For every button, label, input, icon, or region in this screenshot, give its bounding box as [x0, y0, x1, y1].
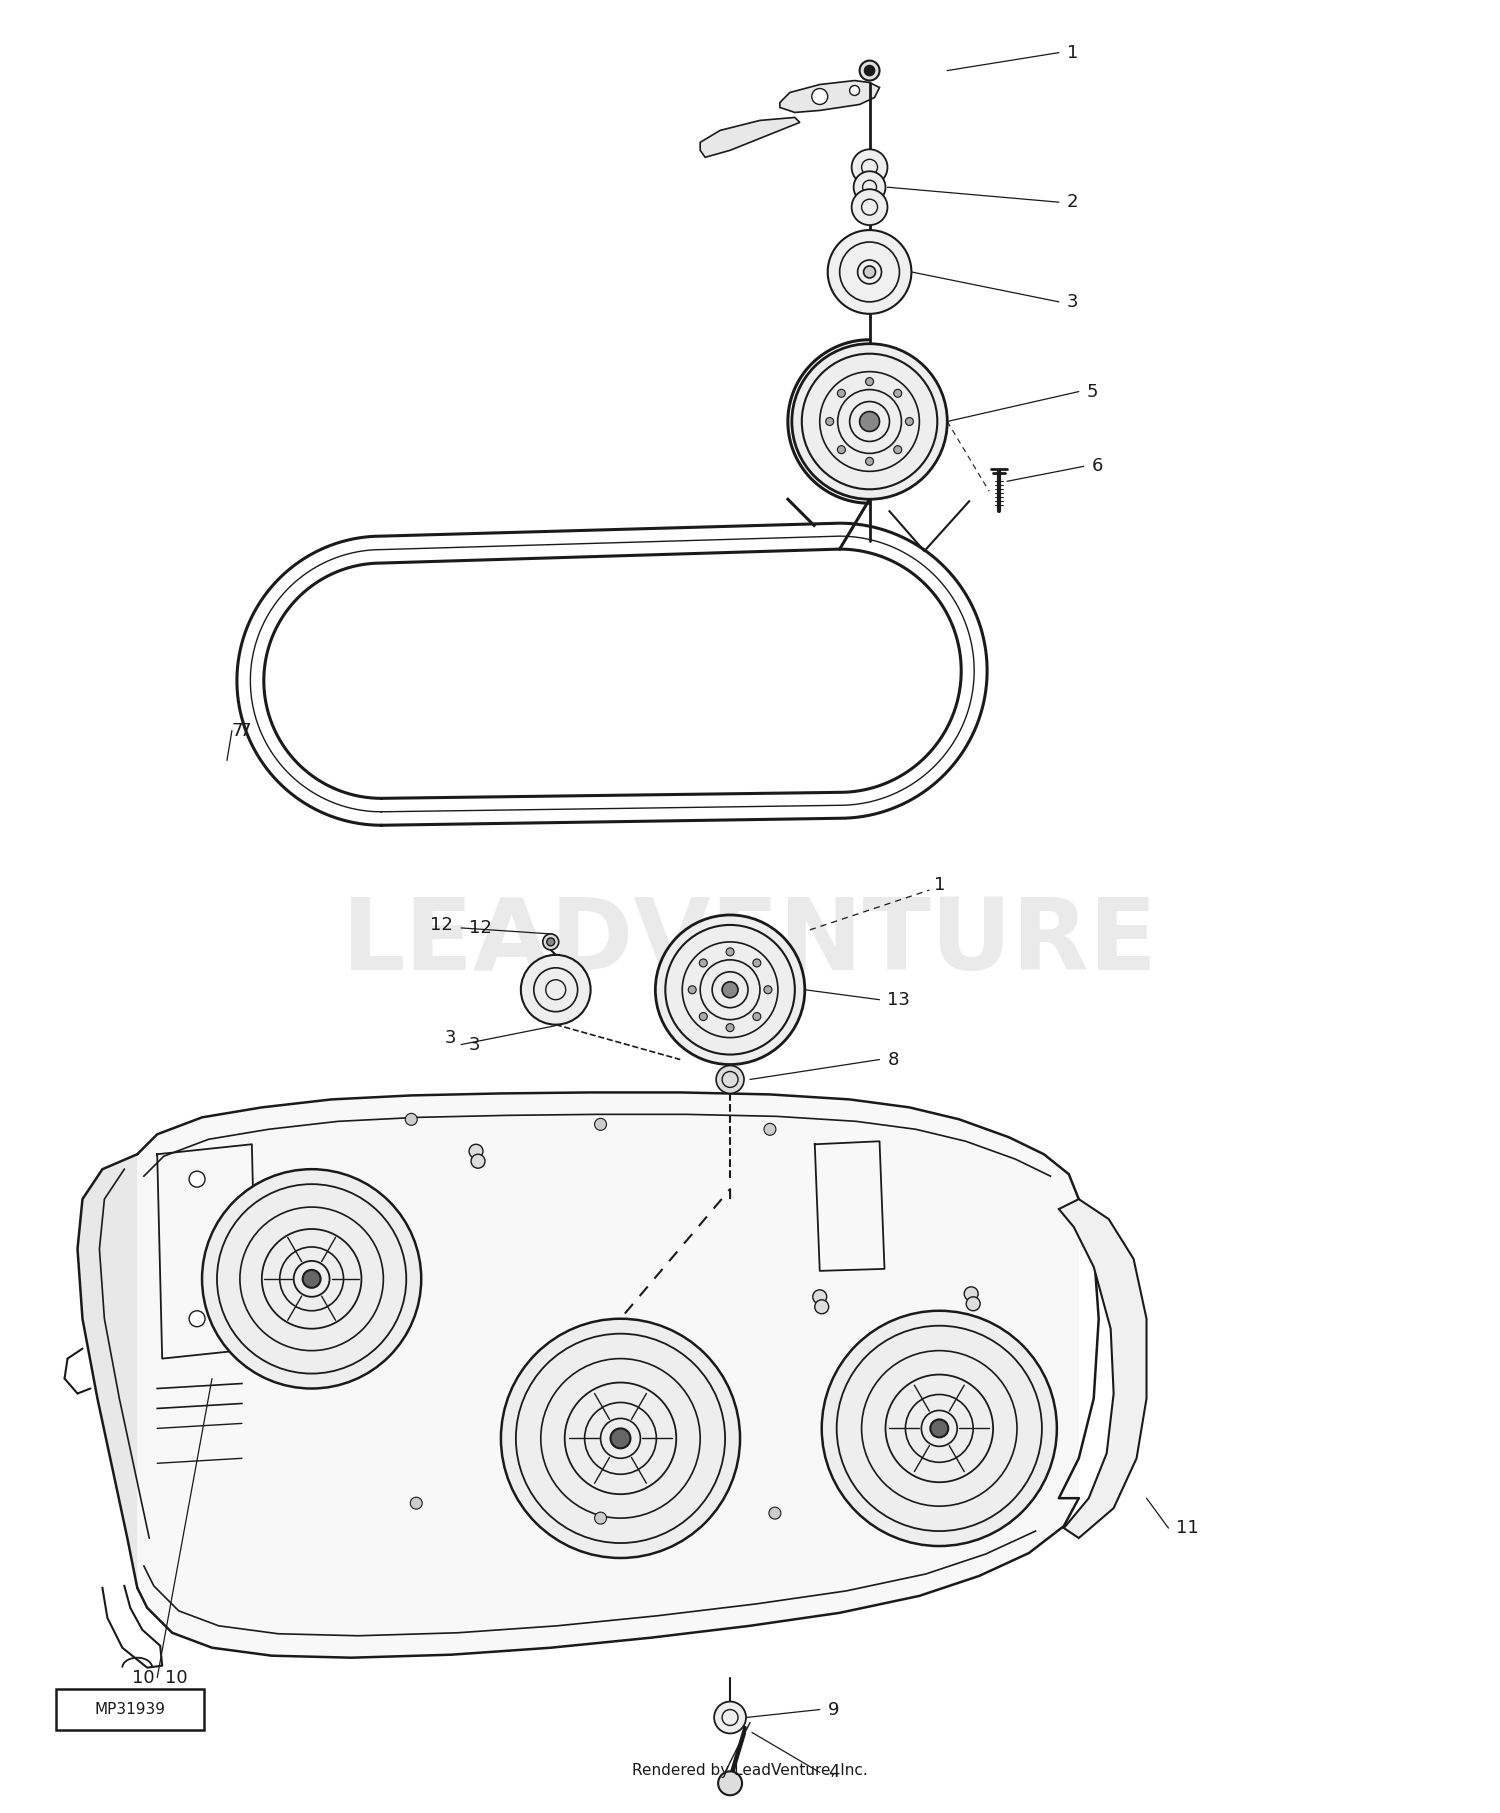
Circle shape — [865, 457, 873, 466]
Text: 10: 10 — [132, 1668, 154, 1686]
Circle shape — [894, 446, 902, 453]
Circle shape — [812, 89, 828, 105]
Text: Rendered by LeadVenture, Inc.: Rendered by LeadVenture, Inc. — [632, 1762, 868, 1779]
Circle shape — [656, 916, 806, 1064]
Text: 7: 7 — [240, 722, 252, 740]
Circle shape — [718, 1771, 742, 1795]
Circle shape — [189, 1171, 206, 1188]
Circle shape — [405, 1113, 417, 1126]
Circle shape — [853, 170, 885, 203]
Circle shape — [815, 1300, 828, 1314]
Circle shape — [202, 1169, 422, 1389]
Circle shape — [828, 230, 912, 314]
Circle shape — [837, 446, 846, 453]
Polygon shape — [78, 1155, 138, 1588]
Text: 10: 10 — [165, 1668, 188, 1686]
FancyBboxPatch shape — [56, 1688, 204, 1730]
Circle shape — [859, 412, 879, 431]
Circle shape — [964, 1287, 978, 1300]
Text: 11: 11 — [1176, 1519, 1198, 1537]
Text: 3: 3 — [444, 1028, 456, 1046]
Circle shape — [966, 1296, 980, 1311]
Circle shape — [594, 1512, 606, 1525]
Text: 12: 12 — [430, 916, 453, 934]
Circle shape — [594, 1119, 606, 1129]
Text: 8: 8 — [888, 1050, 898, 1068]
Circle shape — [714, 1702, 746, 1733]
Text: 12: 12 — [470, 919, 492, 937]
Circle shape — [716, 1066, 744, 1093]
Circle shape — [813, 1289, 826, 1304]
Circle shape — [189, 1311, 206, 1327]
Circle shape — [894, 390, 902, 397]
Circle shape — [520, 955, 591, 1024]
Circle shape — [411, 1498, 422, 1508]
Circle shape — [849, 85, 859, 96]
Circle shape — [822, 1311, 1058, 1546]
Circle shape — [501, 1318, 740, 1557]
Circle shape — [837, 390, 846, 397]
Circle shape — [859, 60, 879, 80]
Circle shape — [610, 1429, 630, 1449]
Circle shape — [699, 1012, 708, 1021]
Text: 4: 4 — [828, 1764, 839, 1782]
Circle shape — [764, 1124, 776, 1135]
Text: 1: 1 — [934, 876, 945, 894]
Circle shape — [864, 65, 874, 76]
Circle shape — [865, 377, 873, 386]
Polygon shape — [700, 118, 800, 158]
Circle shape — [864, 267, 876, 277]
Circle shape — [930, 1420, 948, 1438]
Circle shape — [764, 986, 772, 994]
Circle shape — [852, 189, 888, 225]
Circle shape — [792, 344, 948, 499]
Circle shape — [726, 948, 734, 955]
Text: 5: 5 — [1086, 383, 1098, 401]
Circle shape — [753, 959, 760, 966]
Text: 6: 6 — [1092, 457, 1102, 475]
Circle shape — [543, 934, 558, 950]
Text: LEADVENTURE: LEADVENTURE — [342, 894, 1158, 992]
Circle shape — [688, 986, 696, 994]
Text: 1: 1 — [1066, 44, 1078, 62]
Circle shape — [825, 417, 834, 426]
Polygon shape — [780, 80, 879, 112]
Circle shape — [906, 417, 914, 426]
Circle shape — [303, 1269, 321, 1287]
Circle shape — [726, 1024, 734, 1032]
Circle shape — [471, 1155, 484, 1168]
Text: 7: 7 — [232, 722, 243, 740]
Circle shape — [699, 959, 708, 966]
Text: 2: 2 — [1066, 194, 1078, 210]
Text: MP31939: MP31939 — [94, 1702, 166, 1717]
Circle shape — [852, 149, 888, 185]
Circle shape — [753, 1012, 760, 1021]
Text: 3: 3 — [1066, 294, 1078, 310]
Text: 13: 13 — [888, 990, 910, 1008]
Circle shape — [470, 1144, 483, 1159]
Polygon shape — [1059, 1198, 1146, 1537]
Text: 9: 9 — [828, 1701, 839, 1719]
Polygon shape — [138, 1093, 1078, 1657]
Circle shape — [548, 937, 555, 946]
Circle shape — [722, 983, 738, 997]
Text: 3: 3 — [470, 1035, 480, 1053]
Circle shape — [770, 1507, 782, 1519]
